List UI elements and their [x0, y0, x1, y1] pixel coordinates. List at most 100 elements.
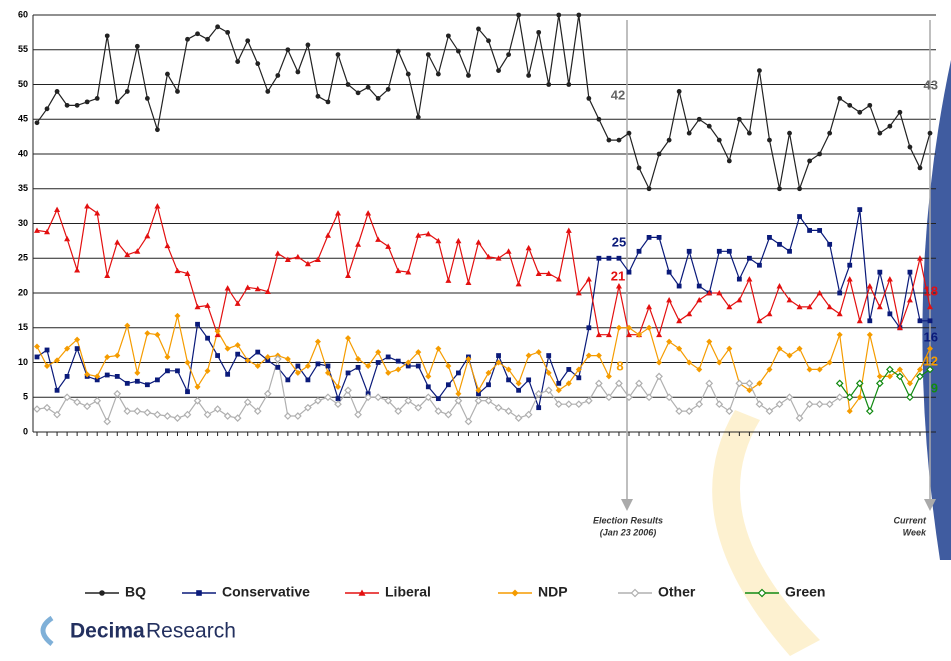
y-tick-label: 0	[23, 426, 28, 436]
point	[816, 290, 823, 296]
point	[546, 82, 552, 87]
point	[715, 400, 724, 409]
point	[576, 12, 582, 18]
point	[736, 296, 743, 303]
point	[606, 137, 612, 143]
point	[114, 374, 120, 379]
point	[274, 250, 281, 256]
annotation: 12	[924, 353, 938, 368]
point	[44, 228, 51, 235]
point	[787, 248, 792, 254]
point	[273, 355, 282, 363]
point	[746, 276, 753, 282]
annotation: 9	[931, 380, 938, 395]
point	[696, 366, 703, 373]
point	[746, 255, 752, 261]
point	[877, 269, 883, 275]
point	[194, 383, 201, 390]
point	[886, 276, 893, 282]
point	[545, 369, 552, 376]
point	[144, 382, 150, 388]
point	[767, 137, 772, 143]
series-line	[839, 368, 931, 413]
annotation: 16	[924, 329, 938, 344]
point	[726, 345, 733, 352]
point	[283, 412, 292, 420]
point	[134, 43, 140, 49]
point	[114, 352, 121, 359]
annotation: 8	[616, 358, 623, 373]
point	[355, 90, 361, 96]
point	[726, 303, 733, 310]
point	[375, 236, 382, 242]
point	[254, 362, 261, 369]
point	[656, 151, 662, 157]
point	[475, 387, 482, 394]
annotation: 42	[611, 87, 625, 102]
point	[215, 24, 221, 30]
point	[424, 393, 433, 402]
point	[525, 244, 532, 251]
point	[355, 356, 362, 363]
point	[395, 358, 401, 364]
point	[74, 267, 81, 273]
point	[676, 283, 682, 289]
point	[395, 366, 402, 373]
point	[425, 52, 431, 58]
point	[134, 248, 141, 254]
point	[646, 324, 653, 331]
logo: Decima Research	[40, 615, 236, 646]
point	[445, 382, 451, 388]
point	[34, 120, 40, 126]
point	[255, 349, 261, 355]
point	[456, 370, 461, 376]
point	[605, 331, 612, 338]
point	[385, 243, 392, 249]
point	[354, 410, 362, 419]
decor-arc	[922, 60, 951, 560]
point	[155, 127, 160, 133]
point	[676, 317, 683, 324]
point	[194, 303, 201, 310]
point	[486, 382, 491, 388]
point	[927, 303, 933, 310]
point	[746, 130, 752, 136]
point	[676, 345, 683, 352]
point	[73, 398, 81, 406]
point	[144, 233, 151, 239]
point	[916, 372, 924, 381]
point	[927, 345, 933, 352]
point	[595, 352, 602, 359]
point	[797, 214, 802, 219]
point	[726, 158, 732, 164]
point	[695, 400, 704, 409]
point	[696, 283, 702, 289]
point	[164, 353, 171, 360]
point	[646, 235, 652, 240]
point	[215, 353, 221, 358]
point	[234, 342, 241, 349]
point	[414, 403, 423, 412]
event-label: Current	[893, 515, 927, 525]
point	[806, 366, 813, 373]
point	[263, 389, 272, 398]
point	[344, 386, 352, 395]
point	[335, 396, 341, 402]
point	[511, 589, 519, 597]
point	[826, 359, 833, 366]
point	[84, 99, 90, 105]
point	[475, 239, 482, 245]
point	[54, 206, 61, 212]
point	[34, 343, 40, 350]
point	[365, 362, 372, 369]
point	[304, 403, 312, 412]
point	[595, 379, 603, 388]
point	[676, 89, 682, 94]
point	[917, 165, 923, 171]
point	[836, 331, 843, 338]
point	[265, 89, 271, 94]
point	[134, 369, 141, 376]
point	[655, 372, 663, 381]
point	[54, 357, 61, 364]
